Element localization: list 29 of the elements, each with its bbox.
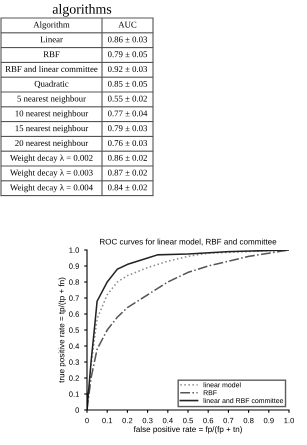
text: 0.86 ± 0.02: [108, 154, 147, 161]
category-label: Linear: [40, 36, 63, 42]
x-axis-title: false positive rate = fp/(fp + tn): [134, 426, 242, 434]
chart-title: ROC curves for linear model, RBF and committee: [100, 238, 276, 246]
category-label: Weight decay λ = 0.002: [10, 154, 93, 163]
category-label: RBF and linear committee: [5, 66, 98, 72]
category-label: Weight decay λ = 0.003: [10, 169, 93, 178]
text: AUC: [118, 22, 136, 28]
text: 0.55 ± 0.02: [108, 96, 147, 102]
text: 0.79 ± 0.05: [108, 51, 148, 58]
category-label: 10 nearest neighbour: [16, 110, 88, 118]
text: 0.85 ± 0.05: [108, 80, 148, 87]
category-label: 20 nearest neighbour: [15, 140, 88, 148]
category-label: RBF: [43, 51, 60, 58]
text: 0.84 ± 0.02: [108, 184, 147, 190]
category-label: 5 nearest neighbour: [18, 95, 86, 104]
y-axis-title: true positive rate = tp/(tp + fn): [58, 278, 66, 383]
text: 0.79 ± 0.03: [108, 125, 148, 132]
text: 0.86 ± 0.03: [108, 36, 148, 42]
category-label: Quadratic: [34, 80, 68, 88]
category-label: Weight decay λ = 0.004: [10, 184, 93, 192]
text: 0.77 ± 0.04: [108, 110, 148, 116]
text: algorithms: [52, 4, 112, 17]
text: 0.92 ± 0.03: [108, 66, 148, 72]
category-label: 15 nearest neighbour: [16, 125, 88, 133]
text: 0.87 ± 0.02: [108, 170, 147, 176]
category-label: Algorithm: [33, 21, 70, 30]
line-series: [87, 250, 289, 410]
text: 0.76 ± 0.03: [108, 140, 148, 146]
